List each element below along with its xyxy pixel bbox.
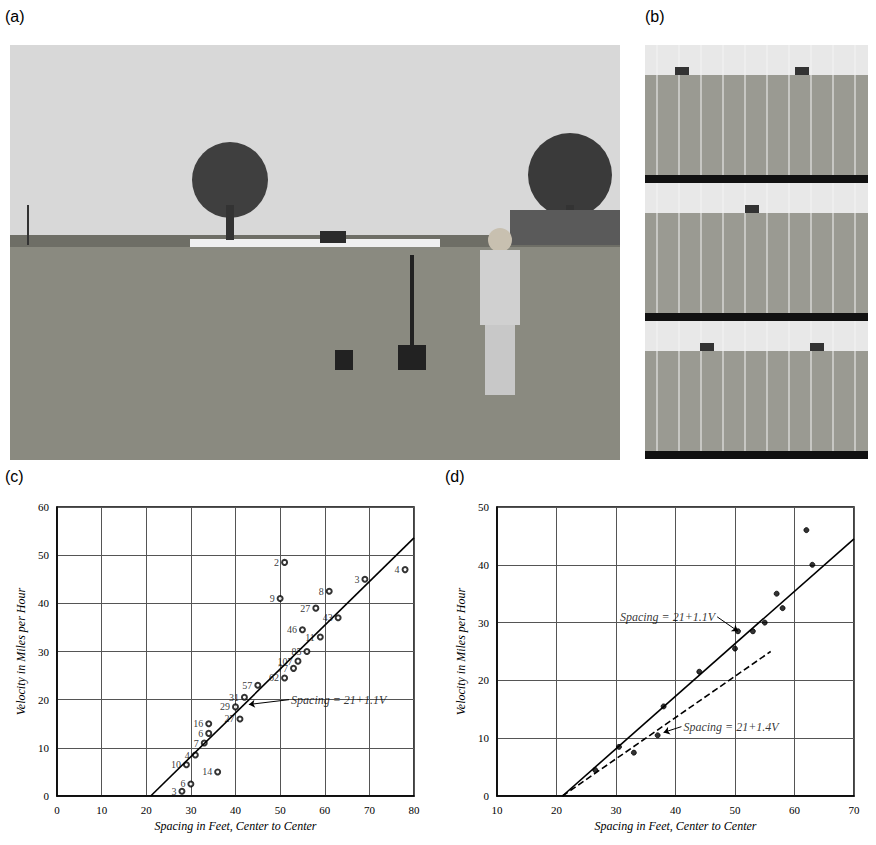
svg-text:62: 62 xyxy=(269,672,280,684)
svg-text:10: 10 xyxy=(38,742,50,754)
svg-text:60: 60 xyxy=(789,804,801,816)
svg-text:85: 85 xyxy=(291,646,301,657)
svg-text:60: 60 xyxy=(38,501,50,513)
svg-text:10: 10 xyxy=(170,759,181,771)
svg-text:0: 0 xyxy=(44,790,50,802)
svg-text:40: 40 xyxy=(230,804,242,816)
html-text:(b): (b) xyxy=(645,8,665,25)
svg-text:14: 14 xyxy=(202,766,212,777)
svg-text:80: 80 xyxy=(409,804,421,816)
svg-text:40: 40 xyxy=(38,597,50,609)
svg-text:7: 7 xyxy=(194,738,199,749)
svg-text:40: 40 xyxy=(478,559,490,571)
svg-text:50: 50 xyxy=(275,804,287,816)
svg-text:57: 57 xyxy=(242,680,252,691)
svg-text:16: 16 xyxy=(193,718,204,730)
svg-text:43: 43 xyxy=(322,612,333,624)
svg-text:Spacing = 21+1.1V: Spacing = 21+1.1V xyxy=(291,693,388,707)
svg-text:27: 27 xyxy=(300,603,310,614)
html-text:(a): (a) xyxy=(5,8,25,25)
svg-text:30: 30 xyxy=(478,617,490,629)
html-text:(d): (d) xyxy=(445,468,465,485)
svg-text:70: 70 xyxy=(849,804,861,816)
svg-text:77: 77 xyxy=(278,663,288,674)
svg-text:70: 70 xyxy=(364,804,376,816)
svg-text:50: 50 xyxy=(38,549,50,561)
svg-text:Velocity in Miles per Hour: Velocity in Miles per Hour xyxy=(454,588,468,716)
svg-text:Spacing = 21+1.1V: Spacing = 21+1.1V xyxy=(620,610,717,624)
svg-text:20: 20 xyxy=(478,674,490,686)
svg-text:6: 6 xyxy=(198,728,203,739)
svg-text:50: 50 xyxy=(730,804,742,816)
svg-text:4: 4 xyxy=(395,564,400,575)
svg-text:30: 30 xyxy=(38,646,50,658)
svg-text:Spacing in Feet, Center to Cen: Spacing in Feet, Center to Center xyxy=(595,819,757,833)
svg-text:46: 46 xyxy=(287,624,297,635)
svg-text:4: 4 xyxy=(184,749,190,761)
svg-text:31: 31 xyxy=(229,692,239,703)
svg-text:40: 40 xyxy=(670,804,682,816)
svg-text:9: 9 xyxy=(270,593,275,604)
svg-text:Spacing in Feet, Center to Cen: Spacing in Feet, Center to Center xyxy=(155,819,317,833)
svg-text:30: 30 xyxy=(185,804,197,816)
svg-text:11: 11 xyxy=(305,631,315,643)
svg-text:6: 6 xyxy=(180,778,185,789)
svg-text:29: 29 xyxy=(220,701,230,712)
svg-text:2: 2 xyxy=(274,557,279,568)
svg-text:10: 10 xyxy=(478,732,490,744)
svg-text:27: 27 xyxy=(224,713,235,725)
svg-text:0: 0 xyxy=(484,790,490,802)
svg-text:60: 60 xyxy=(319,804,331,816)
svg-text:20: 20 xyxy=(551,804,563,816)
svg-text:107: 107 xyxy=(277,655,293,667)
svg-text:20: 20 xyxy=(38,694,50,706)
svg-text:3: 3 xyxy=(354,574,359,585)
svg-text:Spacing = 21+1.4V: Spacing = 21+1.4V xyxy=(683,720,780,734)
svg-text:10: 10 xyxy=(492,804,504,816)
svg-text:10: 10 xyxy=(96,804,108,816)
svg-text:0: 0 xyxy=(54,804,60,816)
html-text:(c): (c) xyxy=(5,468,24,485)
svg-text:Velocity in Miles per Hour: Velocity in Miles per Hour xyxy=(14,588,28,716)
svg-text:30: 30 xyxy=(611,804,623,816)
svg-text:50: 50 xyxy=(478,501,490,513)
svg-text:20: 20 xyxy=(141,804,153,816)
svg-text:3: 3 xyxy=(171,786,176,797)
svg-text:8: 8 xyxy=(319,586,324,597)
